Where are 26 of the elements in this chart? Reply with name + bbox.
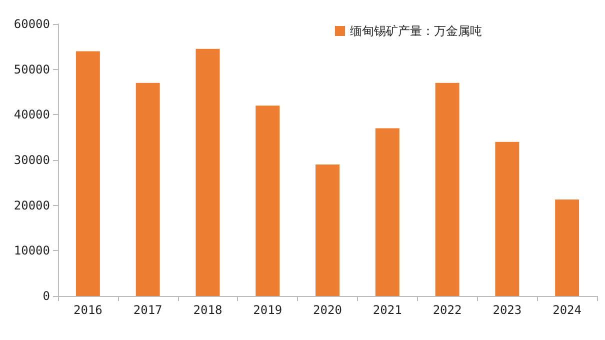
y-tick-label: 40000: [14, 108, 50, 122]
bar: [375, 128, 400, 296]
x-tick-label: 2021: [372, 303, 402, 317]
bar: [435, 82, 460, 296]
y-tick-label: 50000: [14, 62, 50, 76]
y-tick-label: 60000: [14, 17, 50, 31]
bar: [256, 106, 280, 296]
x-tick-label: 2016: [73, 303, 102, 317]
bar: [555, 199, 580, 296]
y-tick-label: 10000: [14, 244, 50, 258]
y-tick-label: 20000: [14, 198, 50, 212]
bar: [316, 164, 340, 296]
bar: [196, 48, 220, 296]
y-tick-label: 30000: [14, 153, 50, 167]
bar: [136, 82, 160, 296]
x-tick-label: 2024: [552, 303, 582, 317]
y-tick-label: 0: [42, 289, 50, 303]
x-tick-label: 2020: [313, 303, 342, 317]
bar: [495, 142, 520, 296]
x-tick-label: 2018: [193, 303, 222, 317]
x-tick-label: 2019: [253, 303, 282, 317]
x-tick-label: 2022: [432, 303, 462, 317]
legend-label: 缅甸锡矿产量：万金属吨: [350, 24, 482, 38]
bar: [76, 51, 100, 296]
x-tick-label: 2017: [133, 303, 162, 317]
x-tick-label: 2023: [492, 303, 522, 317]
